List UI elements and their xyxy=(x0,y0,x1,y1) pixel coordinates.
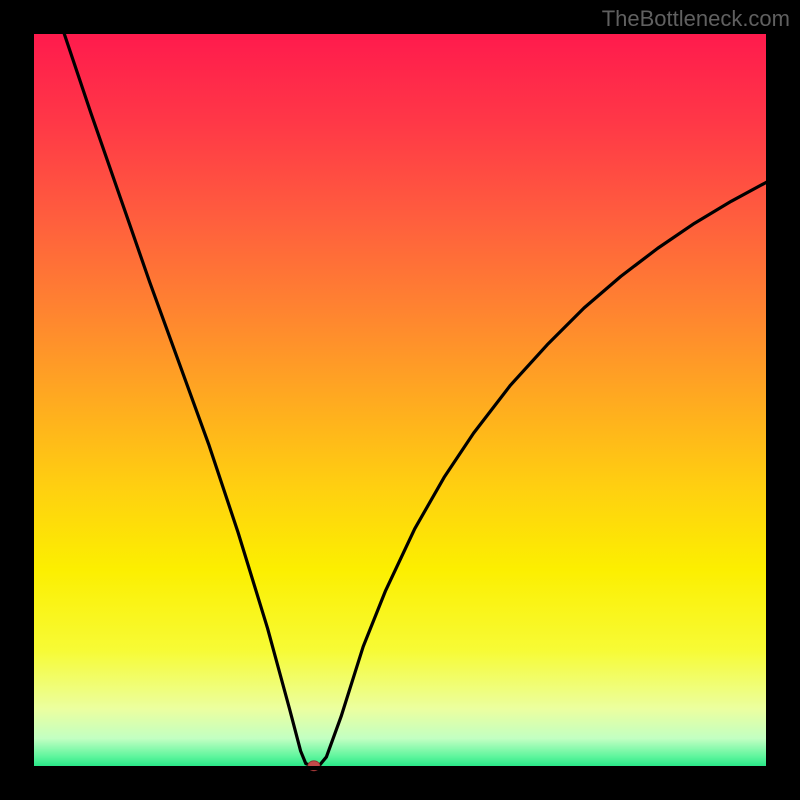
bottleneck-chart xyxy=(0,0,800,800)
watermark-text: TheBottleneck.com xyxy=(602,6,790,32)
chart-container: TheBottleneck.com xyxy=(0,0,800,800)
